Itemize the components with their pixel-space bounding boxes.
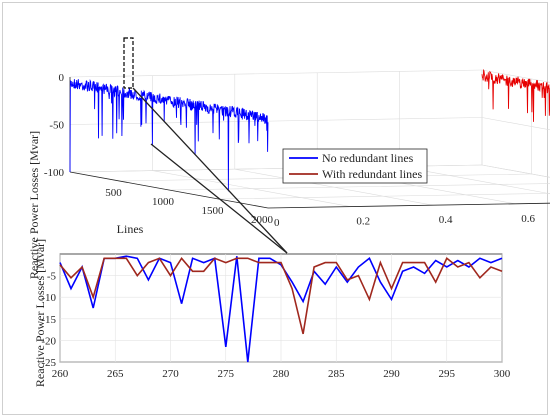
legend-box [282,148,428,184]
zoom-connector-left [132,87,288,254]
series-line-with-redundant-3d [481,68,550,122]
legend: No redundant lines With redundant lines [282,148,428,184]
x-tick-label-3d: 1000 [152,196,175,208]
y-tick-label: -20 [41,335,56,347]
x-tick-label: 290 [383,368,400,380]
plot-zoom: 260 265 270 275 280 285 290 295 300 -5 -10 -15 -20 -2… [33,239,511,387]
y-axis-label-zoom: Reactive Power Losses [Mvar] [33,239,47,387]
grid-line-side-z [69,69,483,78]
series-line-with-redundant [59,256,503,335]
x-axis-label-3d: Lines [117,222,144,236]
axis-edge-3d [267,202,550,209]
series-line-no-redundant-3d [69,79,269,192]
y-tick-label: -25 [41,357,56,369]
x-tick-label-3d: 500 [105,187,122,199]
zoom-connector-right [150,143,288,254]
x-tick-label-3d: 1500 [202,205,225,217]
y-tick-label-3d: 0.4 [439,214,453,226]
y-tick-label: -5 [47,271,57,283]
y-tick-label-3d: 0.2 [356,216,370,228]
x-tick-label: 275 [218,368,235,380]
x-tick-label: 285 [328,368,345,380]
grid-line-floor-y [399,166,550,195]
ticks-zoom: 260 265 270 275 280 285 290 295 300 -5 -10 -15 -20 -2… [41,271,510,380]
z-tick-label-3d: -100 [44,167,65,179]
y-tick-label: -10 [41,292,56,304]
z-tick-label-3d: -50 [49,120,64,132]
grid-line-floor-y [234,168,433,206]
zoom-box [123,37,134,89]
x-tick-label: 300 [494,368,511,380]
grid-line-back-z [481,69,550,83]
grid-line-side-z [69,117,483,125]
x-tick-label-3d: 2000 [251,214,274,226]
x-tick-label: 280 [273,368,290,380]
x-tick-label: 260 [52,368,69,380]
series-3d [69,68,550,192]
grid-line-floor-x [218,193,550,200]
series-zoom [59,255,503,363]
legend-label-with-redundant: With redundant lines [322,167,422,181]
grid-zoom [59,254,503,363]
grid-3d [69,69,550,209]
x-tick-label: 295 [439,368,456,380]
z-axis-label-3d: Reactive Power Losses [Mvar] [27,131,41,279]
grid-line-floor-x [168,183,550,191]
legend-label-no-redundant: No redundant lines [322,151,414,165]
grid-line-floor-y [152,170,351,207]
grid-line-floor-y [481,164,550,178]
grid-line-back-z [481,117,550,131]
y-tick-label: -15 [41,314,56,326]
axis-edge-3d [69,171,269,209]
x-tick-label: 265 [107,368,124,380]
y-tick-label-3d: 0 [274,217,280,229]
x-tick-label: 270 [162,368,179,380]
z-tick-label-3d: 0 [59,72,65,84]
y-tick-label-3d: 0.6 [521,213,535,225]
